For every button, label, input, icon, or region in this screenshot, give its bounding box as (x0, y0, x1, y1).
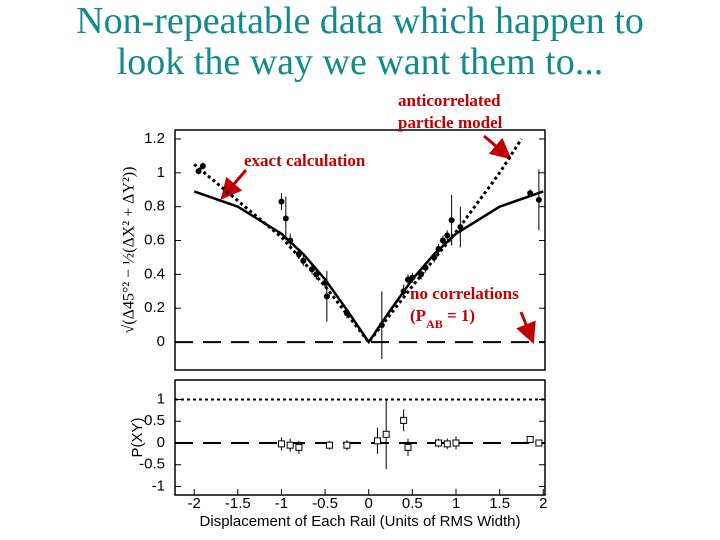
y-tick-label: 1.2 (144, 130, 165, 147)
annotation: (PAB = 1) (410, 306, 475, 331)
y-tick-label: 0.5 (144, 412, 165, 429)
data-point (300, 257, 307, 264)
x-tick-label: 1 (452, 495, 460, 512)
x-tick-label: -1 (275, 495, 288, 512)
data-point (343, 441, 351, 449)
data-point (325, 441, 333, 449)
data-point (418, 271, 425, 278)
data-point (287, 237, 294, 244)
data-point (435, 245, 442, 252)
x-tick-label: 0 (365, 495, 373, 512)
y-axis-label: P(XY) (129, 417, 146, 457)
data-point (323, 293, 330, 300)
y-tick-label: 0 (157, 434, 165, 451)
data-point (286, 441, 294, 449)
y-tick-label: 0.4 (144, 265, 165, 282)
data-point (382, 430, 390, 438)
y-tick-label: -1 (152, 477, 165, 494)
x-tick-label: -0.5 (312, 495, 338, 512)
data-point (295, 251, 302, 258)
data-point (431, 254, 438, 261)
data-point (535, 439, 543, 447)
data-point (409, 274, 416, 281)
y-tick-label: 1 (157, 390, 165, 407)
x-tick-label: -1.5 (225, 495, 251, 512)
curve (193, 190, 544, 345)
data-point (422, 264, 429, 271)
data-point (444, 232, 451, 239)
y-tick-label: 0 (157, 333, 165, 350)
x-axis-label: Displacement of Each Rail (Units of RMS … (200, 513, 521, 530)
data-point (378, 322, 385, 329)
y-tick-label: 0.6 (144, 231, 165, 248)
data-point (526, 436, 534, 444)
data-point (400, 288, 407, 295)
annotation: particle model (398, 113, 503, 132)
data-point (457, 223, 464, 230)
data-point (448, 217, 455, 224)
x-tick-label: 0.5 (402, 495, 423, 512)
data-point (277, 440, 285, 448)
y-tick-label: -0.5 (139, 456, 165, 473)
y-tick-label: 0.8 (144, 198, 165, 215)
data-point (199, 163, 206, 170)
data-point (443, 440, 451, 448)
data-point (295, 443, 303, 451)
data-point (527, 190, 534, 197)
data-point (452, 439, 460, 447)
plot-frame (174, 379, 546, 496)
data-point (313, 271, 320, 278)
data-point (535, 196, 542, 203)
data-point (404, 443, 412, 451)
annotation: no correlations (410, 284, 519, 303)
data-point (373, 437, 381, 445)
y-axis-label: √(Δ45°² − ½(ΔX² + ΔY²)) (121, 167, 138, 334)
y-tick-label: 0.2 (144, 299, 165, 316)
x-tick-label: -2 (188, 495, 201, 512)
data-point (309, 266, 316, 273)
title-line: Non-repeatable data which happen to (76, 0, 644, 42)
annotation: anticorrelated (398, 91, 501, 110)
annotation: exact calculation (244, 151, 366, 170)
annotation-part: = 1) (443, 306, 475, 325)
annotation-part: (P (410, 306, 426, 325)
y-tick-label: 1 (157, 164, 165, 181)
annotation-part: AB (426, 317, 443, 331)
plot-frame (174, 129, 546, 371)
x-tick-label: 2 (539, 495, 547, 512)
data-point (435, 439, 443, 447)
arrows (220, 134, 536, 344)
data-point (400, 416, 408, 424)
x-tick-label: 1.5 (489, 495, 510, 512)
title-line: look the way we want them to... (117, 41, 604, 83)
data-point (439, 237, 446, 244)
curve (193, 138, 523, 345)
data-point (282, 215, 289, 222)
data-point (343, 310, 350, 317)
data-point (278, 198, 285, 205)
data-point (195, 168, 202, 175)
